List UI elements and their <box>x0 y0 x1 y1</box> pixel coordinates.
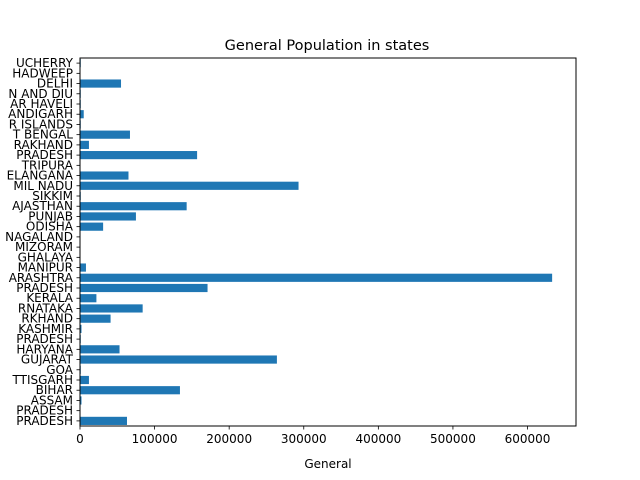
y-tick-label: R ISLANDS <box>9 117 73 131</box>
x-tick-label: 0 <box>76 432 84 446</box>
y-tick-label: N AND DIU <box>8 87 73 101</box>
bar <box>80 171 129 180</box>
y-tick-label: UCHERRY <box>16 56 74 70</box>
y-tick-label: PRADESH <box>16 148 73 162</box>
y-tick-label: AR HAVELI <box>10 97 73 111</box>
x-tick-label: 100000 <box>132 432 178 446</box>
y-tick-label: ANDIGARH <box>8 107 73 121</box>
y-tick-label: MIL NADU <box>13 179 73 193</box>
bar <box>80 273 553 282</box>
y-tick-label: TTISGARH <box>12 373 73 387</box>
y-tick-label: KERALA <box>26 291 73 305</box>
bar <box>80 79 122 88</box>
y-tick-label: HADWEEP <box>12 66 73 80</box>
y-tick-label: PRADESH <box>16 281 73 295</box>
y-tick-label: ELANGANA <box>7 169 74 183</box>
bar <box>80 283 208 293</box>
x-tick-label: 200000 <box>206 432 252 446</box>
y-tick-label: SIKKIM <box>32 189 73 203</box>
y-tick-label: MIZORAM <box>15 240 73 254</box>
y-tick-label: MANIPUR <box>18 261 73 275</box>
x-tick-label: 600000 <box>505 432 551 446</box>
bar <box>80 140 89 149</box>
y-tick-label: GHALAYA <box>18 250 74 264</box>
bar <box>80 375 89 385</box>
x-tick-label: 300000 <box>281 432 327 446</box>
y-tick-label: ODISHA <box>26 220 74 234</box>
x-ticks-layer: 0 100000 200000 300000 400000 500000 600000 <box>76 426 550 446</box>
y-tick-label: RNATAKA <box>18 301 74 315</box>
bar <box>80 181 299 190</box>
y-tick-label: BIHAR <box>36 383 73 397</box>
y-tick-label: AJASTHAN <box>12 199 73 213</box>
bar <box>80 202 187 211</box>
bar <box>80 212 136 221</box>
y-tick-label: NAGALAND <box>5 230 73 244</box>
bar <box>80 222 104 231</box>
y-tick-label: PUNJAB <box>28 209 73 223</box>
y-tick-label: PRADESH <box>16 404 73 418</box>
x-tick-label: 500000 <box>430 432 476 446</box>
y-tick-label: GOA <box>46 363 74 377</box>
y-tick-label: DELHI <box>37 77 73 91</box>
y-tick-label: TRIPURA <box>21 158 74 172</box>
y-tick-label: ARASHTRA <box>9 271 74 285</box>
y-tick-label: ASSAM <box>31 393 73 407</box>
bar <box>80 130 130 139</box>
y-tick-label: PRADESH <box>16 414 73 428</box>
bar <box>80 416 127 425</box>
y-ticks-layer: PRADESHPRADESHASSAMBIHARTTISGARHGOAGUJAR… <box>5 56 80 428</box>
bar <box>80 304 143 313</box>
bar <box>80 314 111 323</box>
bar <box>80 294 97 303</box>
bar <box>80 110 84 119</box>
y-tick-label: RAKHAND <box>14 138 73 152</box>
bar <box>80 151 198 160</box>
bar <box>80 324 82 333</box>
y-tick-label: RKHAND <box>21 312 73 326</box>
y-tick-label: KASHMIR <box>18 322 73 336</box>
x-tick-label: 400000 <box>355 432 401 446</box>
y-tick-label: HARYANA <box>16 342 73 356</box>
bar <box>80 263 86 272</box>
chart-title: General Population in states <box>225 38 430 54</box>
bar <box>80 355 277 364</box>
x-axis-label: General <box>304 457 351 471</box>
plot-area-frame <box>79 57 577 427</box>
y-tick-label: PRADESH <box>16 332 73 346</box>
bar <box>80 386 180 395</box>
bar <box>80 396 82 405</box>
bar <box>80 345 120 354</box>
y-tick-label: GUJARAT <box>21 353 74 367</box>
y-tick-label: T BENGAL <box>12 128 73 142</box>
bars-layer <box>80 59 553 425</box>
